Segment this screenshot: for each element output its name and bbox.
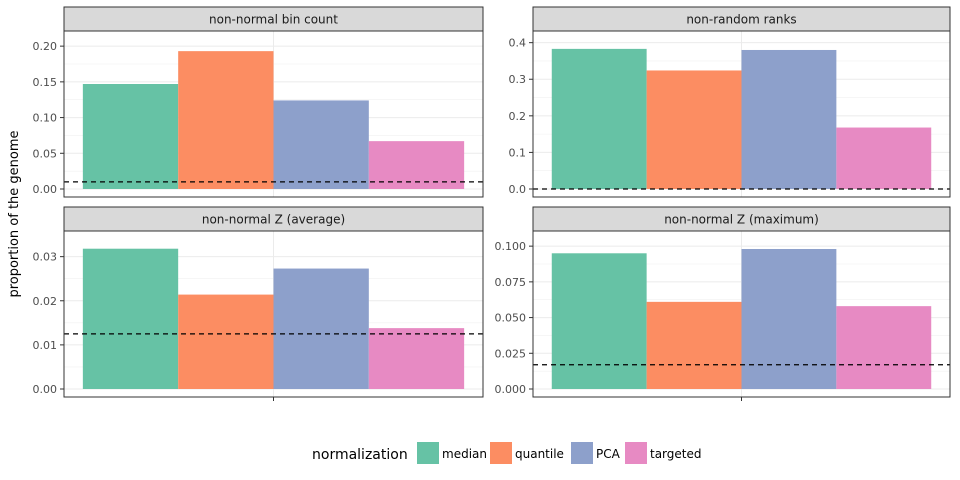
bar-targeted: [368, 328, 465, 389]
bar-quantile: [646, 70, 742, 189]
y-tick-label: 0.03: [33, 251, 58, 264]
y-tick-label: 0.050: [495, 312, 527, 325]
y-tick-label: 0.0: [509, 183, 527, 196]
y-tick-label: 0.2: [509, 110, 527, 123]
legend-label: PCA: [596, 447, 621, 461]
panel-border: [63, 30, 484, 198]
bar-median: [551, 253, 647, 389]
legend: normalization median quantile PCA targeted: [312, 442, 702, 464]
panel-4: non-normal Z (maximum) 0.000 0.025 0.050 0.0…: [495, 206, 951, 401]
y-tick-label: 0.3: [509, 73, 527, 86]
legend-item-median: median: [417, 442, 487, 464]
panel-1: non-normal bin count 0.00 0.05 0.10 0.15 0.20: [33, 6, 484, 198]
panel-strip: [532, 206, 951, 232]
legend-item-quantile: quantile: [490, 442, 564, 464]
bar-pca: [273, 268, 369, 389]
y-tick-label: 0.025: [495, 347, 527, 360]
bar-median: [82, 84, 179, 189]
bar-pca: [741, 249, 837, 389]
y-tick-label: 0.10: [33, 112, 58, 125]
legend-item-targeted: targeted: [625, 442, 702, 464]
bar-targeted: [368, 141, 465, 189]
legend-key: [490, 442, 512, 464]
panel-2: non-random ranks 0.0 0.1 0.2 0.3 0.4: [509, 6, 951, 198]
y-tick-label: 0.1: [509, 146, 527, 159]
bar-pca: [741, 49, 837, 189]
y-tick-label: 0.05: [33, 147, 58, 160]
bar-targeted: [836, 306, 932, 389]
legend-title: normalization: [312, 447, 408, 463]
legend-label: quantile: [515, 447, 564, 461]
y-tick-label: 0.00: [33, 183, 58, 196]
y-tick-label: 0.02: [33, 295, 58, 308]
bar-median: [82, 248, 179, 389]
bar-quantile: [178, 294, 274, 389]
bar-targeted: [836, 127, 932, 189]
panel-title: non-normal Z (average): [202, 213, 345, 227]
panel-title: non-random ranks: [686, 13, 796, 27]
panel-strip: [63, 6, 484, 32]
legend-label: targeted: [650, 447, 702, 461]
panel-title: non-normal Z (maximum): [664, 213, 819, 227]
panel-border: [532, 30, 951, 198]
bar-quantile: [646, 301, 742, 389]
panel-title: non-normal bin count: [209, 13, 338, 27]
panel-strip: [532, 6, 951, 32]
bar-quantile: [178, 51, 274, 190]
y-tick-label: 0.075: [495, 276, 527, 289]
legend-item-pca: PCA: [571, 442, 621, 464]
legend-key: [571, 442, 593, 464]
panels: non-normal bin count0.000.050.100.150.20…: [33, 6, 951, 401]
y-tick-label: 0.100: [495, 240, 527, 253]
panel-strip: [63, 206, 484, 232]
panel-3: non-normal Z (average) 0.00 0.01 0.02 0.03: [33, 206, 484, 401]
y-tick-label: 0.01: [33, 339, 58, 352]
legend-key: [625, 442, 647, 464]
y-tick-label: 0.000: [495, 383, 527, 396]
y-axis-title: proportion of the genome: [7, 130, 22, 297]
y-tick-label: 0.4: [509, 37, 527, 50]
bar-pca: [273, 100, 369, 189]
y-tick-label: 0.15: [33, 76, 58, 89]
legend-key: [417, 442, 439, 464]
legend-label: median: [442, 447, 487, 461]
bar-median: [551, 48, 647, 189]
y-tick-label: 0.00: [33, 383, 58, 396]
y-tick-label: 0.20: [33, 40, 58, 53]
